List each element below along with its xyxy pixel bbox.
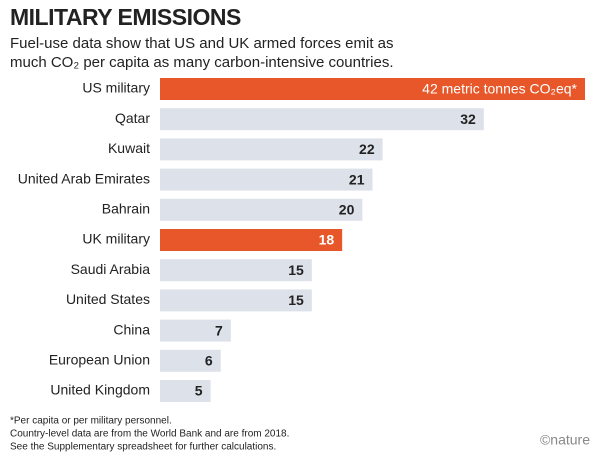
- footnote: Country-level data are from the World Ba…: [10, 429, 289, 440]
- bar: [160, 259, 312, 282]
- value-label: 5: [195, 383, 203, 399]
- value-label: 18: [319, 232, 335, 248]
- category-label: United Kingdom: [50, 382, 150, 398]
- value-label: 42 metric tonnes CO₂eq*: [422, 81, 577, 97]
- bar: [160, 229, 343, 251]
- category-label: Bahrain: [102, 201, 150, 217]
- value-label: 15: [288, 292, 304, 308]
- bar: [160, 78, 585, 100]
- category-label: Qatar: [115, 110, 150, 126]
- bar: [160, 319, 231, 342]
- bar: [160, 349, 221, 372]
- category-label: UK military: [82, 231, 150, 247]
- bar: [160, 108, 484, 131]
- bar: [160, 380, 211, 402]
- value-label: 22: [359, 141, 375, 157]
- bar: [160, 168, 373, 191]
- value-label: 6: [205, 353, 213, 369]
- value-label: 21: [349, 171, 365, 187]
- footnote: *Per capita or per military personnel.: [10, 416, 172, 427]
- value-label: 32: [460, 111, 476, 127]
- value-label: 15: [288, 262, 304, 278]
- footnote: See the Supplementary spreadsheet for fu…: [10, 442, 276, 453]
- bar: [160, 138, 383, 161]
- category-label: United States: [66, 291, 150, 307]
- value-label: 20: [339, 202, 355, 218]
- bar: [160, 289, 312, 312]
- category-label: European Union: [49, 352, 150, 368]
- credit: ©nature: [540, 432, 590, 448]
- category-label: Saudi Arabia: [71, 261, 151, 277]
- category-label: Kuwait: [108, 140, 150, 156]
- category-label: US military: [82, 80, 150, 96]
- value-label: 7: [215, 322, 223, 338]
- category-label: China: [113, 321, 150, 337]
- subtitle: Fuel-use data show that US and UK armed …: [10, 35, 394, 52]
- bar: [160, 198, 363, 221]
- subtitle: much CO₂ per capita as many carbon-inten…: [10, 54, 394, 71]
- category-label: United Arab Emirates: [18, 170, 150, 186]
- chart-title: MILITARY EMISSIONS: [10, 4, 241, 30]
